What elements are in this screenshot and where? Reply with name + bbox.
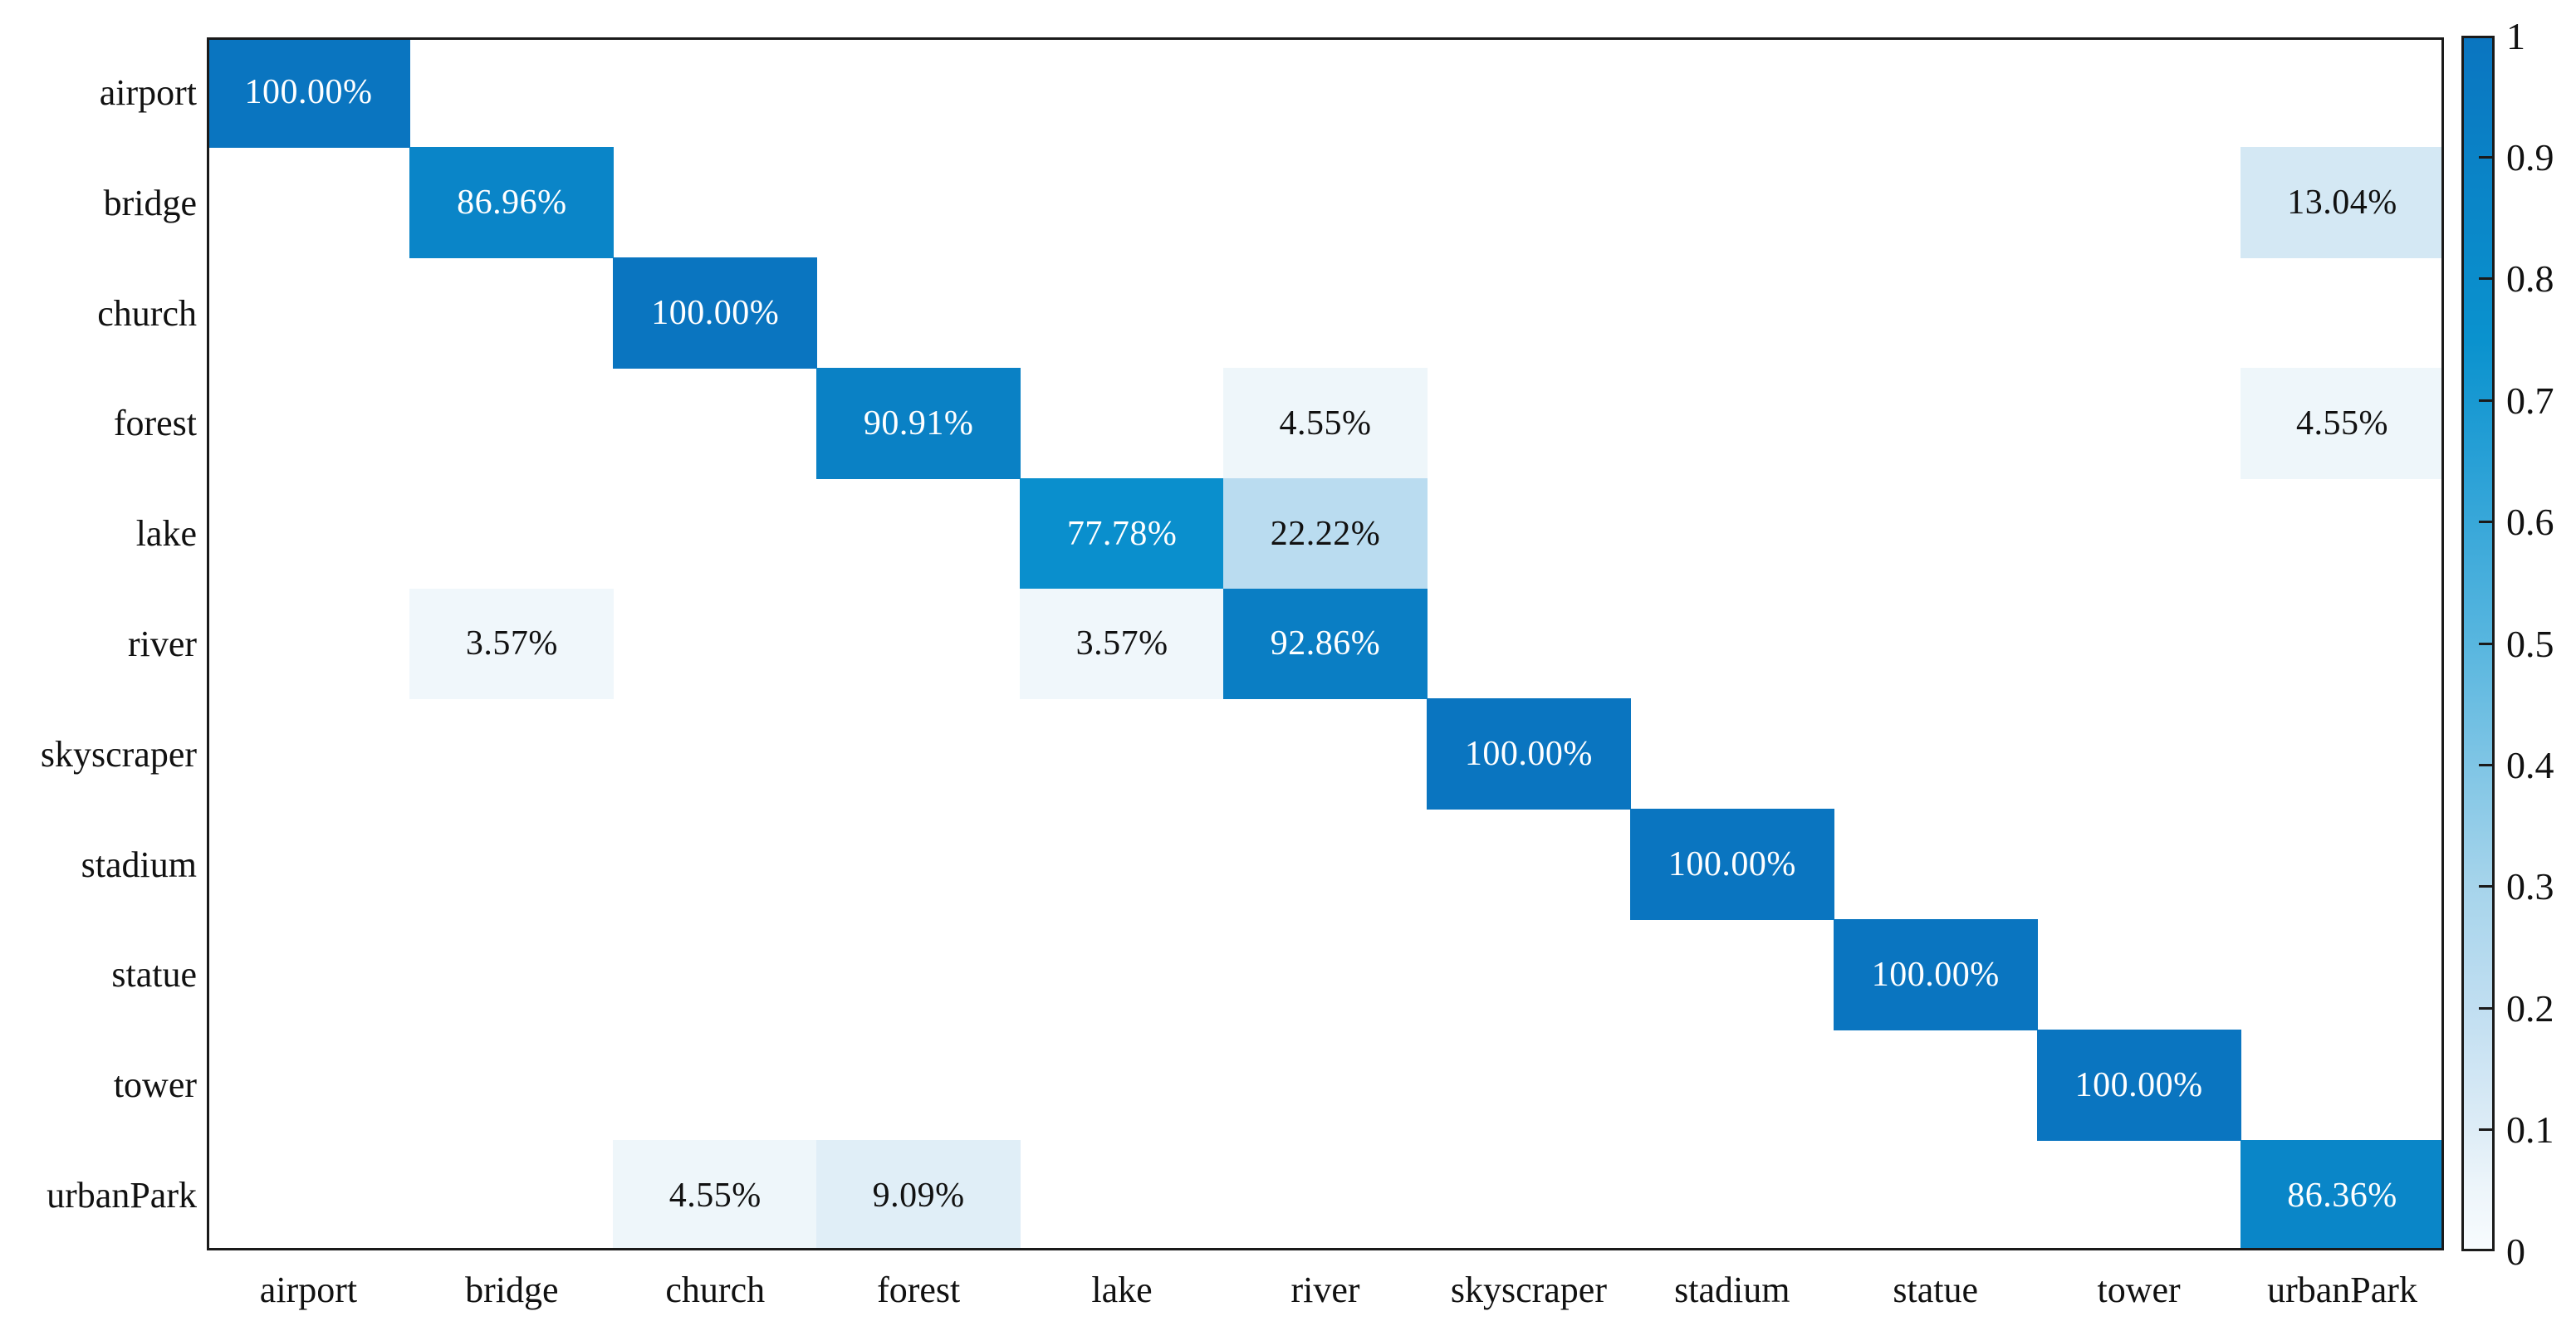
x-axis-label-tower: tower	[2097, 1269, 2181, 1310]
y-axis-label-bridge: bridge	[103, 182, 197, 223]
heatmap-cell-lake-river: 22.22%	[1223, 477, 1428, 590]
colorbar-tick-label-0.2: 0.2	[2506, 986, 2554, 1030]
y-axis-label-forest: forest	[113, 403, 197, 444]
colorbar-tick-label-0.6: 0.6	[2506, 501, 2554, 544]
colorbar-tick-label-0.8: 0.8	[2506, 257, 2554, 301]
heatmap-cell-river-lake: 3.57%	[1020, 588, 1225, 700]
colorbar-tick-label-0: 0	[2506, 1230, 2525, 1273]
heatmap-cell-skyscraper-skyscraper: 100.00%	[1426, 698, 1631, 810]
y-axis-label-airport: airport	[99, 71, 197, 113]
y-axis-label-urbanPark: urbanPark	[47, 1175, 197, 1216]
colorbar-tick-label-0.3: 0.3	[2506, 865, 2554, 908]
x-axis-label-bridge: bridge	[465, 1269, 559, 1310]
heatmap-cell-airport-airport: 100.00%	[206, 37, 411, 149]
colorbar-tick-0.5	[2479, 642, 2492, 645]
x-axis-label-forest: forest	[877, 1269, 961, 1310]
heatmap-cell-forest-forest: 90.91%	[816, 367, 1021, 479]
x-axis-label-skyscraper: skyscraper	[1450, 1269, 1607, 1310]
heatmap-cell-urbanPark-forest: 9.09%	[816, 1139, 1021, 1251]
colorbar-tick-label-0.1: 0.1	[2506, 1108, 2554, 1152]
heatmap-cell-church-church: 100.00%	[613, 257, 818, 369]
y-axis-label-skyscraper: skyscraper	[40, 733, 197, 775]
colorbar-tick-label-0.5: 0.5	[2506, 622, 2554, 665]
colorbar-tick-0.4	[2479, 763, 2492, 766]
heatmap-cell-urbanPark-urbanPark: 86.36%	[2240, 1139, 2445, 1251]
x-axis-label-statue: statue	[1893, 1269, 1979, 1310]
heatmap-cell-river-river: 92.86%	[1223, 588, 1428, 700]
colorbar-tick-label-0.9: 0.9	[2506, 135, 2554, 179]
heatmap-cell-tower-tower: 100.00%	[2036, 1029, 2241, 1141]
colorbar-tick-0.3	[2479, 885, 2492, 888]
colorbar-tick-label-0.4: 0.4	[2506, 743, 2554, 786]
colorbar-tick-label-0.7: 0.7	[2506, 379, 2554, 422]
x-axis-label-airport: airport	[259, 1269, 358, 1310]
heatmap-cell-statue-statue: 100.00%	[1833, 919, 2038, 1030]
heatmap-cell-forest-urbanPark: 4.55%	[2240, 367, 2445, 479]
heatmap-cell-forest-river: 4.55%	[1223, 367, 1428, 479]
x-axis-label-church: church	[665, 1269, 766, 1310]
colorbar-tick-0.6	[2479, 521, 2492, 524]
y-axis-label-lake: lake	[135, 513, 197, 555]
heatmap-cell-stadium-stadium: 100.00%	[1629, 809, 1834, 921]
heatmap-cell-lake-lake: 77.78%	[1020, 477, 1225, 590]
x-axis-label-stadium: stadium	[1674, 1269, 1790, 1310]
colorbar-tick-0.2	[2479, 1006, 2492, 1010]
colorbar-tick-0.1	[2479, 1128, 2492, 1132]
heatmap-cell-urbanPark-church: 4.55%	[613, 1139, 818, 1251]
heatmap-cell-bridge-bridge: 86.96%	[409, 147, 615, 259]
y-axis-label-tower: tower	[113, 1064, 197, 1106]
heatmap-cell-bridge-urbanPark: 13.04%	[2240, 147, 2445, 259]
heatmap-plot-border	[207, 37, 2444, 1250]
y-axis-label-river: river	[127, 623, 197, 664]
x-axis-label-lake: lake	[1091, 1269, 1153, 1310]
x-axis-label-river: river	[1290, 1269, 1360, 1310]
colorbar-tick-0.9	[2479, 155, 2492, 159]
y-axis-label-stadium: stadium	[81, 844, 197, 885]
colorbar-tick-label-1: 1	[2506, 14, 2525, 57]
y-axis-label-statue: statue	[111, 954, 197, 996]
y-axis-label-church: church	[97, 292, 197, 334]
colorbar-tick-0.7	[2479, 399, 2492, 402]
heatmap-cell-river-bridge: 3.57%	[409, 588, 615, 700]
x-axis-label-urbanPark: urbanPark	[2267, 1269, 2417, 1310]
colorbar-tick-0.8	[2479, 277, 2492, 281]
